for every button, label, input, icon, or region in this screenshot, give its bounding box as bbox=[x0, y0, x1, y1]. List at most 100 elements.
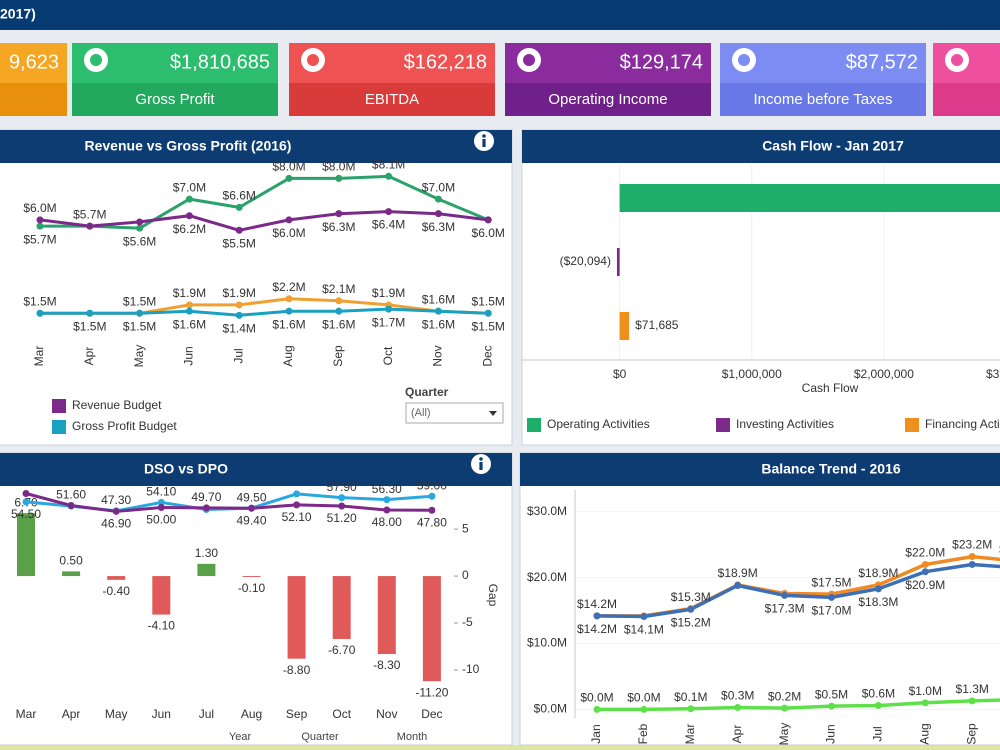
data-point bbox=[22, 490, 30, 497]
data-point bbox=[434, 210, 442, 218]
data-label: $6.4M bbox=[372, 218, 405, 232]
info-dot bbox=[482, 134, 486, 138]
y-tick-label: $10.0M bbox=[527, 636, 567, 650]
x-tick-label: Oct bbox=[381, 346, 395, 365]
panel-title: Revenue vs Gross Profit (2016) bbox=[85, 138, 292, 154]
series-line bbox=[596, 562, 1000, 619]
data-label: ($20,094) bbox=[560, 254, 611, 268]
data-label: $18.3M bbox=[858, 595, 898, 609]
gap-bar bbox=[287, 576, 306, 659]
kpi-band bbox=[720, 83, 926, 116]
data-label: $0.6M bbox=[862, 687, 895, 701]
x-tick-label: Aug bbox=[241, 707, 262, 721]
data-label: -0.10 bbox=[238, 581, 266, 595]
data-point bbox=[921, 699, 929, 707]
data-label: $1.9M bbox=[223, 286, 256, 300]
legend-label: Revenue Budget bbox=[72, 398, 162, 412]
x-tick-label: May bbox=[777, 723, 791, 746]
data-label: 46.90 bbox=[101, 517, 131, 531]
data-point bbox=[36, 216, 44, 224]
kpi-icon-glyph bbox=[738, 54, 750, 66]
data-point bbox=[335, 174, 343, 182]
data-label: $1.5M bbox=[23, 294, 56, 308]
data-label: $5.7M bbox=[73, 207, 106, 221]
data-label: $0.0M bbox=[627, 691, 660, 705]
info-dot bbox=[479, 457, 483, 461]
data-point bbox=[593, 612, 601, 620]
data-label: $1.5M bbox=[73, 319, 106, 333]
gap-bar bbox=[197, 563, 216, 577]
data-label: $1.9M bbox=[372, 286, 405, 300]
info-button[interactable] bbox=[474, 131, 494, 151]
data-label: $0.2M bbox=[768, 689, 801, 703]
x-tick-label: Apr bbox=[730, 725, 744, 744]
x-tick-label: Feb bbox=[636, 723, 650, 744]
y2-tick-label: -5 bbox=[462, 615, 473, 629]
data-label: $1.4M bbox=[223, 321, 256, 335]
kpi-label: Income before Taxes bbox=[754, 91, 893, 108]
drill-level[interactable]: Year bbox=[229, 731, 252, 743]
data-point bbox=[687, 605, 695, 613]
filter-dropdown[interactable]: (All) bbox=[405, 402, 504, 424]
x-tick-label: Oct bbox=[332, 707, 351, 721]
data-point bbox=[434, 195, 442, 203]
data-label: 56.30 bbox=[372, 482, 402, 496]
data-label: $7.0M bbox=[173, 180, 206, 194]
data-point bbox=[385, 305, 393, 313]
panel bbox=[521, 129, 1000, 446]
x-tick-label: Apr bbox=[82, 347, 96, 366]
data-point bbox=[86, 222, 94, 230]
legend-label: Investing Activities bbox=[736, 417, 834, 431]
data-point bbox=[335, 297, 343, 305]
data-point bbox=[593, 705, 601, 713]
x-tick-label: Jul bbox=[199, 707, 214, 721]
data-point bbox=[112, 507, 120, 515]
kpi-band bbox=[505, 83, 711, 116]
info-button[interactable] bbox=[471, 454, 491, 474]
gap-bar bbox=[422, 576, 441, 682]
data-point bbox=[828, 593, 835, 601]
data-point bbox=[202, 504, 210, 512]
data-label: 49.50 bbox=[236, 490, 266, 504]
bar bbox=[619, 312, 630, 340]
series-line bbox=[39, 210, 489, 232]
data-label: 47.30 bbox=[101, 493, 131, 507]
data-point bbox=[293, 501, 301, 509]
gap-bar bbox=[332, 576, 351, 639]
panel-header bbox=[522, 130, 1000, 163]
kpi-label: Gross Profit bbox=[135, 91, 215, 108]
data-label: 49.40 bbox=[236, 513, 266, 527]
series-line bbox=[25, 492, 432, 513]
gap-bar bbox=[242, 576, 261, 578]
data-label: 51.20 bbox=[327, 511, 357, 525]
data-label: $8.0M bbox=[322, 160, 355, 174]
y-tick-label: $0.0M bbox=[534, 702, 567, 716]
data-label: $1.7M bbox=[372, 315, 405, 329]
gap-bar bbox=[62, 571, 81, 577]
data-point bbox=[86, 309, 94, 317]
data-point bbox=[640, 705, 648, 713]
drill-level[interactable]: Quarter bbox=[301, 731, 339, 743]
data-point bbox=[484, 309, 492, 317]
kpi-card bbox=[933, 43, 1000, 116]
data-label: -4.10 bbox=[148, 619, 176, 633]
legend-swatch bbox=[52, 399, 66, 413]
kpi-value: 9,623 bbox=[9, 51, 59, 73]
x-tick-label: Mar bbox=[16, 707, 37, 721]
data-point bbox=[185, 195, 193, 203]
data-point bbox=[248, 504, 255, 512]
drill-level[interactable]: Month bbox=[397, 731, 428, 743]
data-label: 54.50 bbox=[11, 507, 41, 521]
data-label: $6.3M bbox=[422, 220, 455, 234]
data-label: $1.6M bbox=[422, 292, 455, 306]
data-point bbox=[428, 492, 436, 500]
data-label: $2.2M bbox=[272, 280, 305, 294]
x-tick-label: $3,000,000 bbox=[986, 367, 1000, 381]
data-point bbox=[235, 311, 243, 319]
data-label: $5.5M bbox=[223, 236, 256, 250]
kpi-band bbox=[72, 83, 278, 116]
kpi-card: $87,572 Income before Taxes bbox=[720, 43, 926, 116]
data-label: $1.3M bbox=[956, 682, 989, 696]
kpi-value: $129,174 bbox=[620, 51, 703, 73]
